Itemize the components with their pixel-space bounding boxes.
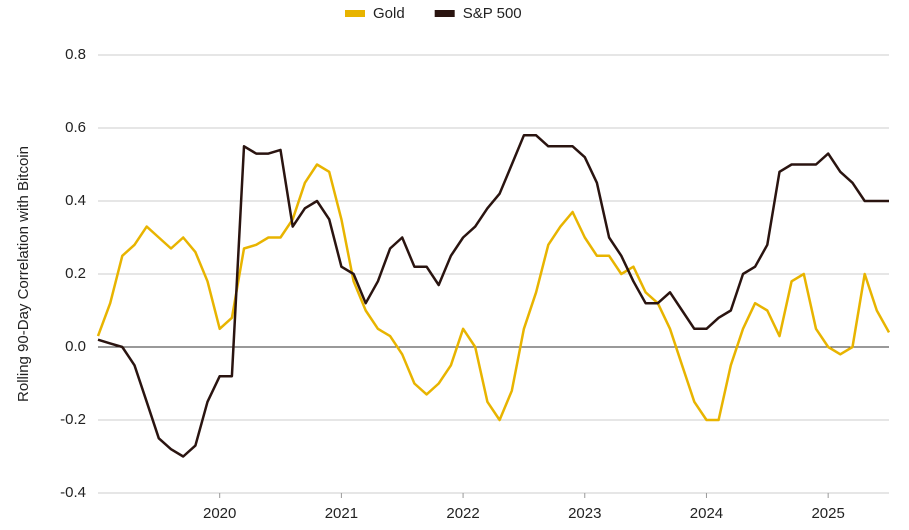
x-tick-label: 2023 bbox=[568, 505, 601, 522]
y-tick-label: 0.6 bbox=[65, 119, 86, 136]
legend-swatch bbox=[345, 10, 365, 17]
y-tick-label: -0.4 bbox=[60, 484, 86, 501]
x-tick-label: 2021 bbox=[325, 505, 358, 522]
legend-swatch bbox=[434, 10, 455, 17]
y-tick-label: 0.2 bbox=[65, 265, 86, 282]
legend-label: Gold bbox=[373, 5, 405, 22]
y-axis-label: Rolling 90-Day Correlation with Bitcoin bbox=[15, 146, 32, 402]
series-line bbox=[96, 163, 891, 422]
series-line bbox=[97, 134, 889, 458]
x-tick-label: 2025 bbox=[811, 505, 844, 522]
y-tick-label: 0.8 bbox=[65, 46, 86, 63]
x-tick-label: 2022 bbox=[446, 505, 479, 522]
x-tick-label: 2024 bbox=[690, 505, 723, 522]
y-tick-label: 0.4 bbox=[65, 192, 86, 209]
y-tick-label: 0.0 bbox=[65, 338, 86, 355]
x-tick-label: 2020 bbox=[203, 505, 236, 522]
y-tick-label: -0.2 bbox=[60, 411, 86, 428]
legend-label: S&P 500 bbox=[463, 5, 522, 22]
